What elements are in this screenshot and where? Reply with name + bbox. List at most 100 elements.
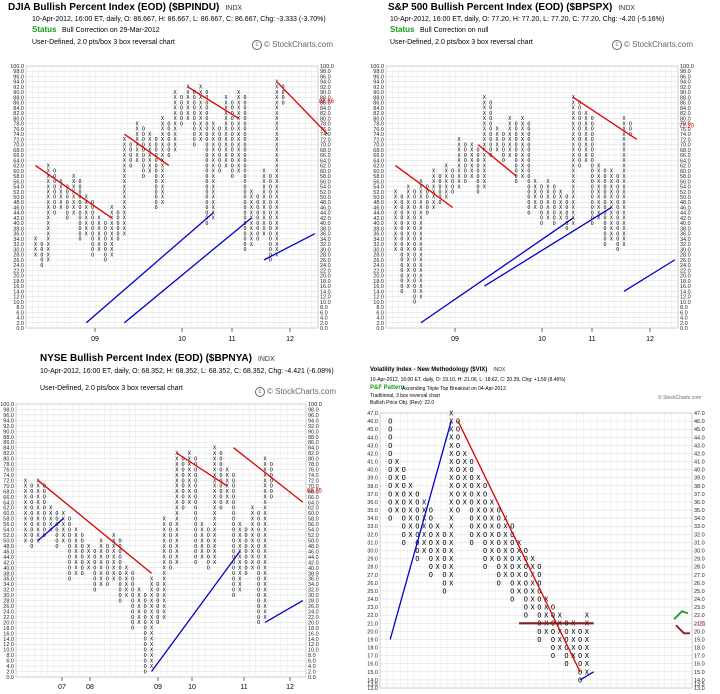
- pnf-o-box: O: [245, 560, 248, 566]
- pnf-x-box: X: [72, 184, 75, 190]
- pnf-o-box: O: [91, 216, 94, 222]
- pnf-x-box: X: [449, 442, 454, 450]
- y-tick-label: 38.0: [367, 484, 378, 490]
- pnf-x-box: X: [62, 516, 66, 522]
- support-trendline: [263, 233, 316, 261]
- y-tick-label: 66.0: [680, 153, 691, 159]
- pnf-o-box: O: [591, 137, 594, 143]
- pnf-o-box: O: [218, 153, 221, 159]
- pnf-o-box: O: [578, 668, 582, 676]
- y-tick-label: 26.0: [308, 604, 319, 610]
- pnf-x-box: X: [395, 482, 400, 490]
- y-tick-label: 14.0: [3, 637, 14, 643]
- pnf-o-box: O: [180, 116, 183, 122]
- x-tick-label: 11: [240, 684, 247, 691]
- y-tick-label: 44.0: [680, 211, 691, 217]
- pnf-x-box: X: [150, 604, 154, 610]
- pnf-o-box: O: [464, 163, 467, 169]
- pnf-x-box: X: [161, 137, 164, 143]
- pnf-o-box: O: [91, 237, 94, 243]
- pnf-o-box: O: [245, 533, 248, 539]
- pnf-o-box: O: [578, 158, 581, 164]
- pnf-o-box: O: [78, 221, 81, 227]
- pnf-x-box: X: [449, 571, 454, 579]
- pnf-x-box: X: [517, 539, 522, 547]
- pnf-o-box: O: [207, 544, 210, 550]
- pnf-x-box: X: [212, 195, 215, 201]
- y-tick-label: 18.0: [694, 646, 705, 652]
- y-tick-label: 2.0: [16, 321, 24, 327]
- y-tick-label: 34.0: [367, 516, 378, 522]
- pnf-x-box: X: [237, 121, 240, 127]
- pnf-o-box: O: [527, 195, 530, 201]
- pnf-o-box: O: [524, 604, 528, 612]
- y-tick-label: 60.0: [680, 169, 691, 175]
- pnf-x-box: X: [226, 500, 230, 506]
- pnf-o-box: O: [78, 190, 81, 196]
- pnf-x-box: X: [517, 563, 522, 571]
- pnf-x-box: X: [212, 132, 215, 138]
- y-tick-label: 62.0: [680, 164, 691, 170]
- y-tick-label: 50.0: [320, 195, 331, 201]
- pnf-x-box: X: [419, 231, 422, 237]
- pnf-x-box: X: [463, 466, 468, 474]
- pnf-o-box: O: [231, 137, 234, 143]
- pnf-o-box: O: [483, 539, 487, 547]
- bullish-target: Bullish Price Obj. (Rev): 22.0: [370, 400, 435, 406]
- pnf-x-box: X: [186, 116, 189, 122]
- y-tick-label: 19.0: [367, 637, 378, 643]
- pnf-x-box: X: [37, 511, 41, 517]
- pnf-x-box: X: [224, 153, 227, 159]
- pnf-x-box: X: [212, 127, 215, 133]
- pnf-x-box: X: [490, 531, 495, 539]
- pnf-o-box: O: [565, 226, 568, 232]
- pnf-o-box: O: [489, 116, 492, 122]
- pnf-o-box: O: [68, 560, 71, 566]
- pnf-o-box: O: [553, 205, 556, 211]
- pnf-o-box: O: [257, 593, 260, 599]
- y-tick-label: 34.0: [320, 237, 331, 243]
- pnf-x-box: X: [226, 484, 230, 490]
- pnf-o-box: O: [442, 555, 446, 563]
- pnf-x-box: X: [224, 95, 227, 101]
- pnf-x-box: X: [237, 158, 240, 164]
- pnf-o-box: O: [245, 544, 248, 550]
- pnf-x-box: X: [199, 95, 202, 101]
- y-tick-label: 10.0: [308, 648, 319, 654]
- x-tick-label: 10: [538, 336, 546, 343]
- pnf-o-box: O: [553, 184, 556, 190]
- pnf-x-box: X: [623, 231, 626, 237]
- pnf-o-box: O: [182, 489, 185, 495]
- pnf-o-box: O: [269, 179, 272, 185]
- pnf-x-box: X: [263, 500, 267, 506]
- pnf-o-box: O: [118, 566, 121, 572]
- pnf-x-box: X: [161, 179, 164, 185]
- pnf-o-box: O: [469, 531, 473, 539]
- pnf-x-box: X: [123, 148, 126, 154]
- pnf-o-box: O: [565, 200, 568, 206]
- pnf-o-box: O: [269, 252, 272, 258]
- pnf-o-box: O: [232, 489, 235, 495]
- pnf-x-box: X: [449, 507, 454, 515]
- pnf-o-box: O: [256, 237, 259, 243]
- y-tick-label: 50.0: [308, 539, 319, 545]
- y-tick-label: 66.0: [3, 495, 14, 501]
- pnf-o-box: O: [218, 127, 221, 133]
- pnf-o-box: O: [205, 111, 208, 117]
- y-tick-label: 54.0: [13, 185, 24, 191]
- pnf-x-box: X: [213, 473, 217, 479]
- pnf-x-box: X: [585, 636, 590, 644]
- pnf-o-box: O: [456, 498, 460, 506]
- y-tick-label: 20.0: [367, 629, 378, 635]
- pnf-o-box: O: [415, 490, 419, 498]
- pnf-x-box: X: [238, 544, 242, 550]
- pnf-o-box: O: [604, 179, 607, 185]
- pnf-x-box: X: [419, 184, 422, 190]
- y-tick-label: 70.0: [3, 484, 14, 490]
- pnf-o-box: O: [524, 547, 528, 555]
- pnf-o-box: O: [193, 121, 196, 127]
- pnf-x-box: X: [623, 163, 626, 169]
- pnf-x-box: X: [407, 205, 410, 211]
- pnf-x-box: X: [98, 242, 101, 248]
- pnf-o-box: O: [194, 555, 197, 561]
